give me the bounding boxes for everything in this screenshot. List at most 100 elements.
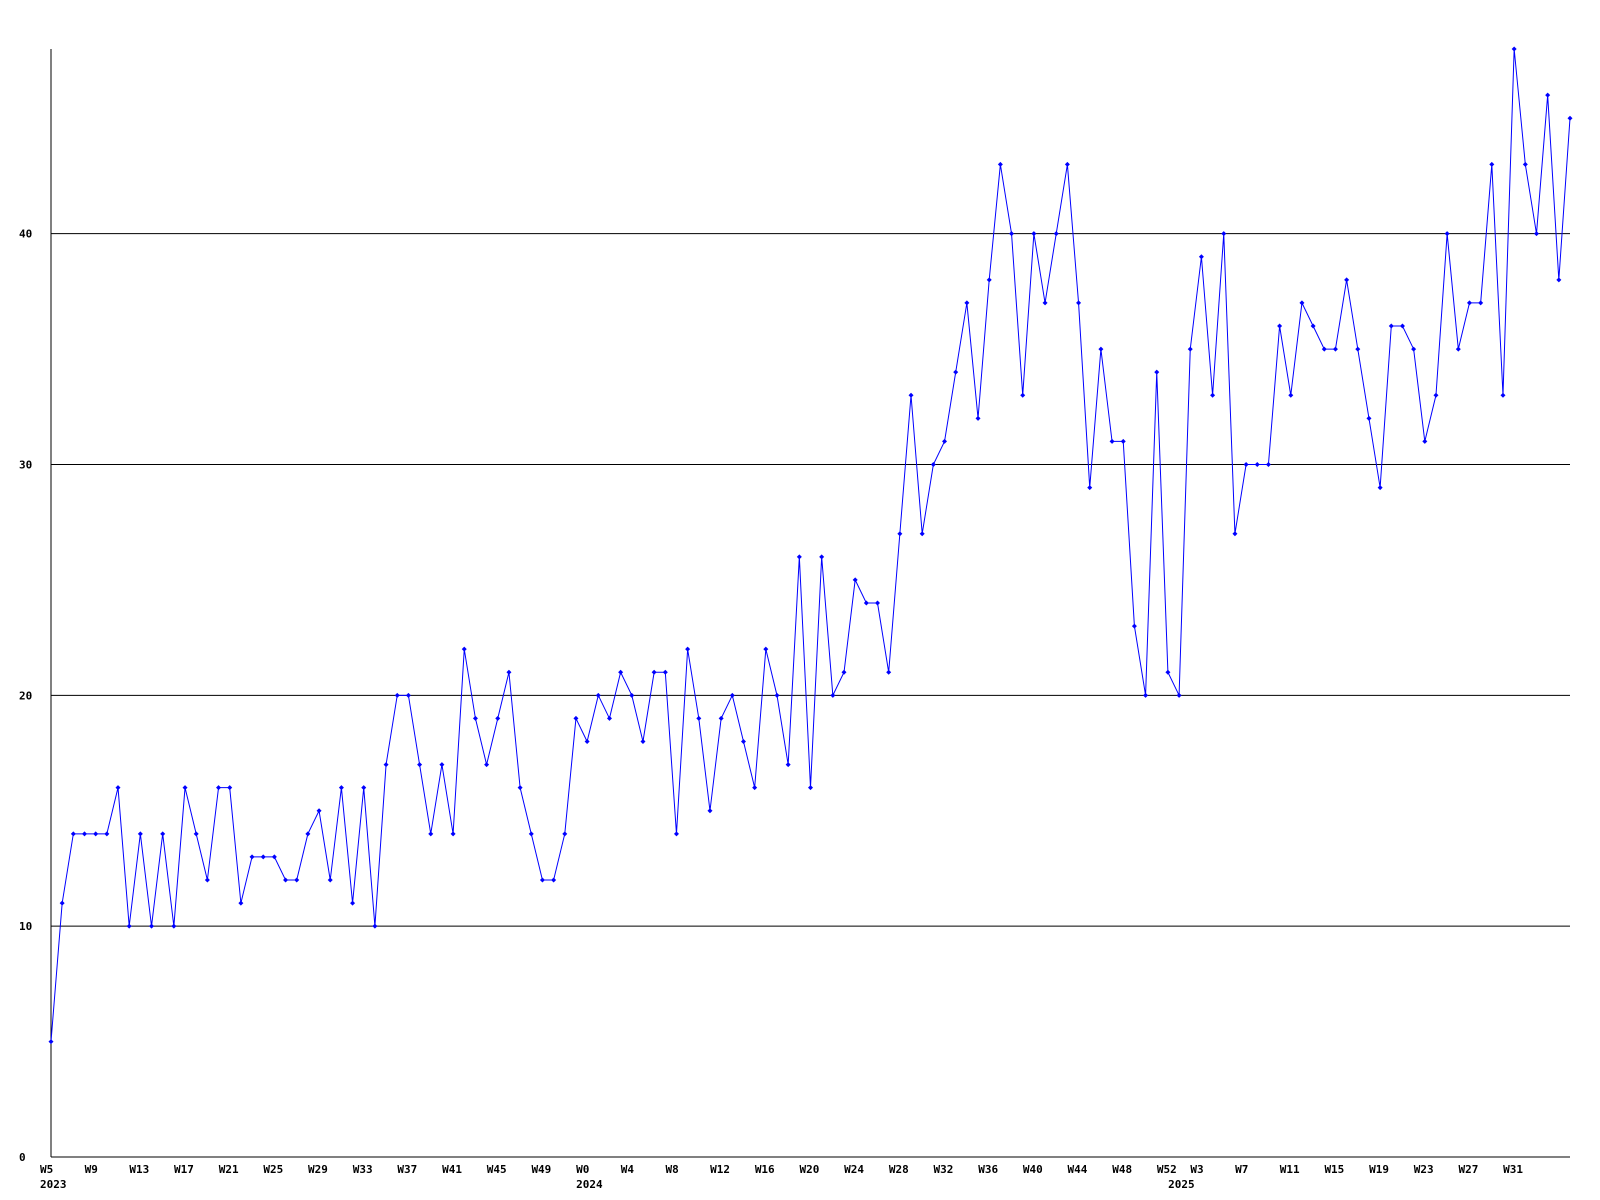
point [305, 831, 311, 837]
point [1422, 438, 1428, 444]
point [640, 739, 646, 744]
point [584, 739, 590, 744]
point [428, 831, 434, 837]
point [1533, 231, 1539, 237]
y-tick-label: 30 [19, 459, 32, 472]
point [942, 438, 948, 444]
y-tick-label: 10 [19, 920, 32, 933]
point [1042, 300, 1048, 306]
point [964, 300, 970, 306]
x-year-label: 2025 [1168, 1178, 1195, 1191]
point [997, 161, 1003, 167]
point [1366, 415, 1372, 421]
point [863, 600, 869, 606]
point [1466, 300, 1472, 306]
x-tick-label: W13 [129, 1163, 149, 1176]
point [182, 785, 188, 791]
x-tick-label: W37 [397, 1163, 417, 1176]
point [1243, 462, 1249, 467]
point [1299, 300, 1305, 306]
point [93, 831, 99, 837]
point [171, 923, 177, 929]
point [1478, 300, 1484, 306]
point [629, 692, 635, 698]
x-tick-label: W7 [1235, 1163, 1248, 1176]
point [1500, 392, 1506, 398]
point [394, 692, 400, 698]
x-tick-label: W19 [1369, 1163, 1389, 1176]
x-tick-label: W25 [263, 1163, 283, 1176]
point [573, 715, 579, 721]
point [1098, 346, 1104, 352]
point [975, 415, 981, 421]
x-year-label: 2023 [40, 1178, 67, 1191]
point [785, 762, 791, 768]
point [718, 715, 724, 721]
point [919, 531, 925, 537]
point [361, 785, 367, 791]
x-tick-label: W52 [1157, 1163, 1177, 1176]
x-tick-label: W28 [889, 1163, 909, 1176]
point [551, 877, 557, 883]
x-year-label: 2024 [576, 1178, 603, 1191]
x-tick-label: W41 [442, 1163, 462, 1176]
point [126, 923, 132, 929]
point [930, 462, 936, 467]
point [908, 392, 914, 398]
point [1031, 231, 1037, 237]
x-tick-label: W3 [1190, 1163, 1203, 1176]
point [216, 785, 222, 791]
point [238, 900, 244, 906]
point [808, 785, 813, 791]
point [1567, 115, 1573, 121]
point [115, 785, 121, 791]
point [696, 715, 702, 721]
point [1433, 392, 1439, 398]
x-tick-label: W29 [308, 1163, 328, 1176]
point [1210, 392, 1216, 398]
point [774, 692, 780, 698]
point [1511, 46, 1517, 52]
x-tick-label: W8 [665, 1163, 678, 1176]
point [204, 877, 210, 883]
point [260, 854, 266, 860]
point [350, 900, 356, 906]
x-tick-label: W9 [85, 1163, 98, 1176]
point [1009, 231, 1015, 237]
point [1556, 277, 1562, 283]
point [1344, 277, 1350, 283]
point [1444, 231, 1450, 237]
x-tick-label: W11 [1280, 1163, 1300, 1176]
point [1064, 161, 1070, 167]
point [562, 831, 568, 837]
x-tick-label: W16 [755, 1163, 775, 1176]
point [1165, 669, 1171, 675]
point [472, 715, 478, 721]
point [651, 669, 657, 675]
point [1388, 323, 1394, 329]
point [1232, 531, 1238, 537]
point [606, 715, 612, 721]
point [595, 692, 601, 698]
point [327, 877, 333, 883]
x-tick-label: W24 [844, 1163, 864, 1176]
point [1489, 161, 1495, 167]
point [1143, 692, 1149, 698]
x-tick-label: W49 [531, 1163, 551, 1176]
x-tick-label: W4 [621, 1163, 635, 1176]
point [662, 669, 668, 675]
point [137, 831, 143, 837]
point [1321, 346, 1327, 352]
point [875, 600, 881, 606]
point [439, 762, 445, 768]
x-tick-label: W23 [1414, 1163, 1434, 1176]
point [1176, 692, 1182, 698]
x-tick-label: W5 [40, 1163, 53, 1176]
point [673, 831, 679, 837]
point [796, 554, 802, 560]
point [149, 923, 155, 929]
point [1087, 485, 1093, 491]
point [986, 277, 992, 283]
